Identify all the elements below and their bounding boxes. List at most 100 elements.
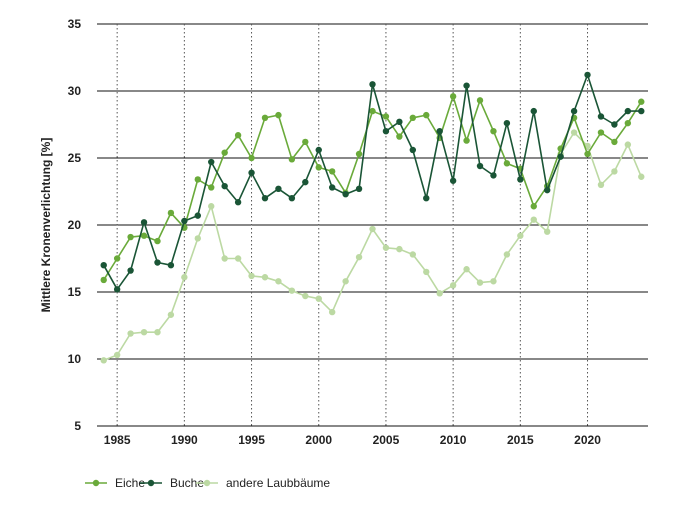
data-point xyxy=(476,162,484,170)
data-point xyxy=(597,113,605,120)
data-point xyxy=(624,141,632,148)
data-point xyxy=(396,133,403,140)
data-point xyxy=(544,228,551,235)
data-point xyxy=(570,129,578,136)
series-layer xyxy=(100,71,645,364)
data-point xyxy=(530,216,537,223)
data-point xyxy=(342,278,349,285)
data-point xyxy=(369,81,376,88)
data-point xyxy=(557,153,564,160)
data-point xyxy=(382,128,390,135)
data-point xyxy=(154,259,161,266)
data-point xyxy=(234,132,242,139)
data-point xyxy=(234,199,242,206)
axes: 5 10 15 20 25 30 35 1985 1990 1995 2000 2005 2010 201… xyxy=(68,17,602,447)
data-point xyxy=(261,195,269,202)
data-point xyxy=(517,232,524,239)
data-point xyxy=(181,217,188,225)
data-point xyxy=(113,351,121,359)
data-point xyxy=(208,158,215,166)
data-point xyxy=(611,168,618,175)
legend-swatch-dot xyxy=(147,479,155,487)
data-point xyxy=(638,173,645,180)
data-point xyxy=(302,178,309,186)
data-point xyxy=(409,114,417,122)
data-point xyxy=(140,232,148,239)
data-point xyxy=(503,160,511,167)
data-point xyxy=(611,138,618,146)
data-point xyxy=(463,266,470,273)
data-point xyxy=(288,287,296,294)
data-point xyxy=(490,172,497,179)
data-point xyxy=(328,168,336,175)
data-point xyxy=(624,107,632,115)
data-point xyxy=(100,276,107,284)
data-point xyxy=(302,292,309,300)
x-tick-label: 1995 xyxy=(238,433,265,447)
data-point xyxy=(611,121,618,128)
data-point xyxy=(570,107,578,115)
data-point xyxy=(275,278,282,285)
data-point xyxy=(490,278,497,285)
y-tick-label: 35 xyxy=(68,17,82,31)
data-point xyxy=(315,146,322,154)
data-point xyxy=(409,146,417,154)
grid xyxy=(97,23,648,427)
data-point xyxy=(127,330,134,337)
data-point xyxy=(463,82,470,89)
data-point xyxy=(100,262,107,269)
x-tick-label: 2005 xyxy=(373,433,400,447)
data-point xyxy=(423,111,430,119)
data-point xyxy=(396,245,403,253)
data-point xyxy=(261,114,269,122)
data-point xyxy=(490,128,497,135)
data-point xyxy=(423,195,430,202)
data-point xyxy=(261,274,269,281)
data-point xyxy=(328,184,336,191)
y-tick-label: 5 xyxy=(74,419,81,433)
data-point xyxy=(503,251,511,258)
legend: Eiche Buche andere Laubbäume xyxy=(85,476,330,490)
x-tick-label: 1985 xyxy=(104,433,131,447)
data-point xyxy=(328,308,336,316)
data-point xyxy=(638,107,645,115)
data-point xyxy=(275,185,282,193)
legend-label: andere Laubbäume xyxy=(226,476,330,490)
data-point xyxy=(409,251,417,258)
data-point xyxy=(436,290,443,297)
data-point xyxy=(396,118,403,126)
data-point xyxy=(248,169,255,176)
x-tick-label: 2015 xyxy=(507,433,534,447)
data-point xyxy=(355,253,363,261)
data-point xyxy=(530,203,537,210)
data-point xyxy=(221,255,228,262)
data-point xyxy=(597,181,605,188)
data-point xyxy=(181,274,188,281)
data-point xyxy=(315,164,322,171)
y-tick-label: 10 xyxy=(68,352,82,366)
data-point xyxy=(638,98,645,105)
data-point xyxy=(355,185,363,193)
data-point xyxy=(517,176,524,183)
data-point xyxy=(449,93,457,100)
x-tick-label: 2020 xyxy=(574,433,601,447)
y-tick-label: 20 xyxy=(68,218,82,232)
x-tick-label: 2000 xyxy=(305,433,332,447)
data-point xyxy=(140,329,148,336)
data-point xyxy=(355,150,363,158)
data-point xyxy=(436,128,443,135)
data-point xyxy=(288,156,296,163)
data-point xyxy=(449,177,457,184)
data-point xyxy=(288,195,296,202)
data-point xyxy=(248,272,255,280)
data-point xyxy=(208,184,215,191)
data-point xyxy=(463,137,470,144)
data-point xyxy=(234,255,242,262)
data-point xyxy=(113,286,121,293)
data-point xyxy=(194,235,201,242)
data-point xyxy=(369,225,376,233)
data-point xyxy=(624,119,632,127)
data-point xyxy=(369,107,376,115)
data-point xyxy=(127,267,134,274)
